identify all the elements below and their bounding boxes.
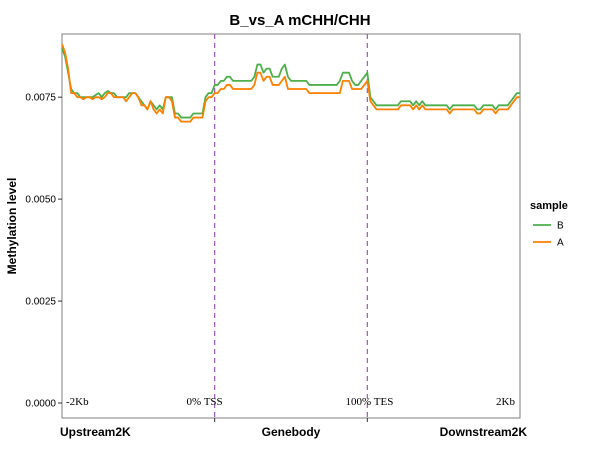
legend-label-a: A bbox=[557, 238, 564, 249]
region-label: Genebody bbox=[262, 425, 321, 439]
series-layer bbox=[61, 43, 520, 123]
series-line-a bbox=[61, 43, 520, 123]
y-tick-label: 0.0000 bbox=[25, 399, 56, 410]
plot-border bbox=[61, 33, 521, 419]
annotation-label: 2Kb bbox=[496, 396, 515, 408]
annotation-label: 0% TSS bbox=[186, 396, 222, 408]
legend: sample BA bbox=[530, 200, 568, 249]
annotations: -2Kb 0% TSS 100% TES 2Kb bbox=[66, 396, 515, 408]
legend-title: sample bbox=[530, 200, 568, 212]
legend-label-b: B bbox=[557, 221, 564, 232]
annotation-label: -2Kb bbox=[66, 396, 89, 408]
y-tick-label: 0.0075 bbox=[25, 93, 56, 104]
x-axis: Upstream2K Genebody Downstream2K bbox=[60, 418, 527, 439]
region-boundaries bbox=[214, 34, 368, 418]
y-tick-label: 0.0050 bbox=[25, 195, 56, 206]
region-label: Downstream2K bbox=[440, 425, 528, 439]
chart-title: B_vs_A mCHH/CHH bbox=[229, 12, 370, 29]
y-axis: 0.0000 0.0025 0.0050 0.0075 bbox=[25, 93, 62, 410]
series-line-b bbox=[61, 47, 520, 119]
annotation-label: 100% TES bbox=[346, 396, 394, 408]
y-axis-label: Methylation level bbox=[5, 178, 19, 275]
y-tick-label: 0.0025 bbox=[25, 297, 56, 308]
region-label: Upstream2K bbox=[60, 425, 131, 439]
